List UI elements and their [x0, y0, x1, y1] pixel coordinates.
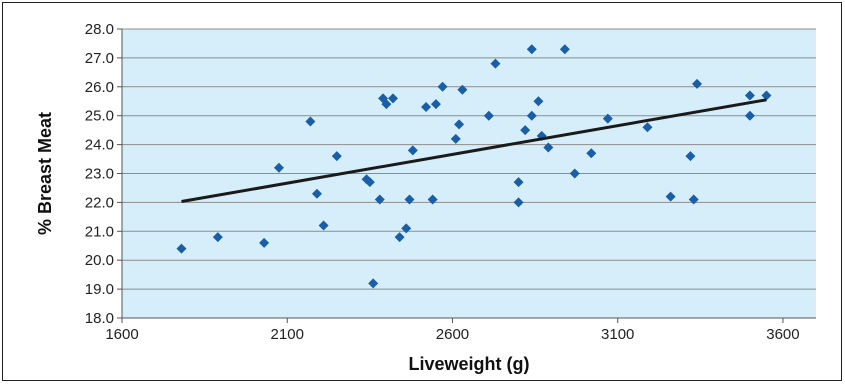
y-tick-label: 25.0	[85, 108, 114, 125]
y-tick-label: 27.0	[85, 50, 114, 67]
data-point	[368, 278, 379, 289]
data-point	[586, 148, 597, 159]
data-point	[259, 237, 270, 248]
data-point	[483, 110, 494, 121]
data-point	[374, 194, 385, 205]
x-tick-label: 1600	[105, 326, 138, 343]
data-point	[569, 168, 580, 179]
data-point	[665, 191, 676, 202]
data-point	[744, 110, 755, 121]
data-point	[526, 44, 537, 55]
data-point	[387, 93, 398, 104]
data-point	[692, 78, 703, 89]
data-point	[559, 44, 570, 55]
data-point	[543, 142, 554, 153]
data-point	[454, 119, 465, 130]
data-point	[688, 194, 699, 205]
data-point	[533, 96, 544, 107]
data-point	[744, 90, 755, 101]
x-tick-label: 2100	[271, 326, 304, 343]
data-point	[404, 194, 415, 205]
data-point	[305, 116, 316, 127]
y-tick-label: 26.0	[85, 79, 114, 96]
data-point	[430, 99, 441, 110]
data-point	[176, 243, 187, 254]
data-point	[394, 232, 405, 243]
y-tick-label: 19.0	[85, 281, 114, 298]
y-tick-label: 21.0	[85, 223, 114, 240]
x-tick-label: 3600	[766, 326, 799, 343]
data-point	[212, 232, 223, 243]
y-tick-label: 18.0	[85, 310, 114, 327]
data-point	[761, 90, 772, 101]
data-point	[437, 81, 448, 92]
y-tick-label: 22.0	[85, 194, 114, 211]
x-tick-label: 3100	[601, 326, 634, 343]
data-point	[457, 84, 468, 95]
data-point	[513, 197, 524, 208]
data-point	[642, 122, 653, 133]
data-point	[685, 151, 696, 162]
y-tick-label: 28.0	[85, 21, 114, 38]
y-tick-label: 24.0	[85, 137, 114, 154]
trendline	[181, 98, 767, 204]
data-point	[401, 223, 412, 234]
y-axis-title: % Breast Meat	[35, 112, 55, 235]
y-tick-label: 23.0	[85, 166, 114, 183]
data-point	[318, 220, 329, 231]
data-point	[407, 145, 418, 156]
data-point	[602, 113, 613, 124]
data-point	[526, 110, 537, 121]
data-point	[421, 102, 432, 113]
data-point	[364, 177, 375, 188]
data-point	[273, 162, 284, 173]
data-point	[513, 177, 524, 188]
y-tick-label: 20.0	[85, 252, 114, 269]
data-point	[331, 151, 342, 162]
data-point	[450, 133, 461, 144]
x-axis-title: Liveweight (g)	[409, 354, 530, 374]
data-point	[311, 188, 322, 199]
x-tick-label: 2600	[436, 326, 469, 343]
data-point	[490, 58, 501, 69]
data-point	[381, 99, 392, 110]
data-point	[520, 125, 531, 136]
data-point	[427, 194, 438, 205]
